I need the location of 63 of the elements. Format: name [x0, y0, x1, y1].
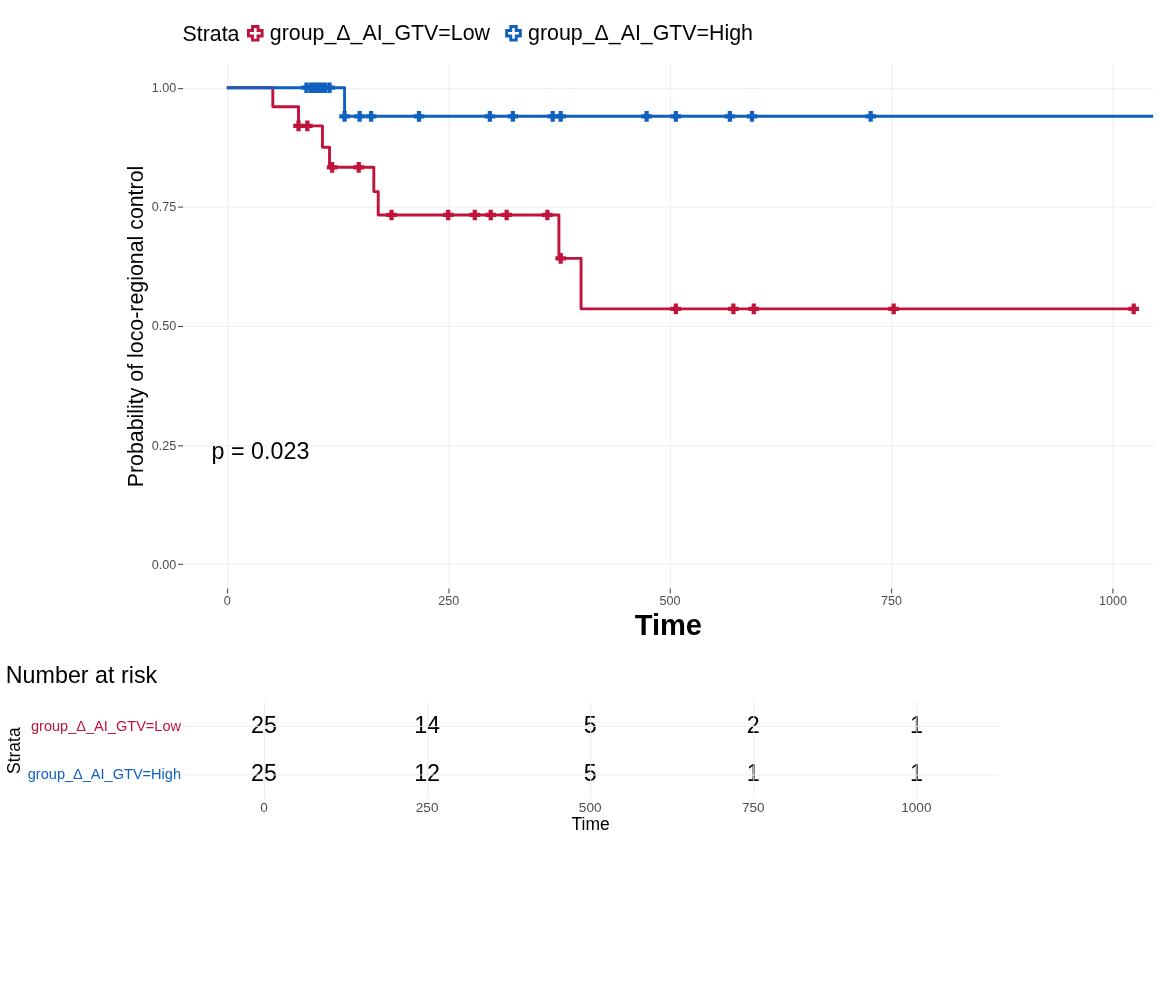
point — [386, 209, 397, 221]
point — [413, 111, 425, 122]
y-tick-label: 0.50 — [151, 319, 177, 334]
legend-label: group_Δ_AI_GTV=Low — [269, 21, 491, 46]
point — [469, 209, 481, 221]
point — [484, 111, 496, 122]
data-label: 25 — [251, 760, 277, 787]
annotation: p = 0.023 — [211, 437, 310, 464]
data-label: 25 — [251, 711, 277, 738]
point — [354, 111, 365, 122]
data-label: 14 — [414, 711, 441, 738]
point — [485, 209, 497, 221]
y-tick-label: group_Δ_AI_GTV=Low — [31, 717, 182, 734]
data-label: 1 — [909, 760, 923, 787]
y-tick-label: 0.75 — [151, 200, 177, 215]
x-tick-label: 500 — [659, 594, 681, 609]
legend-title: Strata — [182, 21, 240, 46]
x-tick-label: 0 — [260, 799, 269, 815]
point — [302, 120, 313, 132]
y-tick-label: group_Δ_AI_GTV=High — [27, 766, 182, 783]
x-tick-label: 500 — [578, 799, 602, 815]
x-axis-title: Time — [634, 609, 703, 642]
point — [641, 111, 652, 122]
data-label: 1 — [909, 711, 923, 738]
point — [542, 209, 553, 221]
chart-title: Number at risk — [5, 662, 158, 689]
point — [746, 111, 758, 122]
point — [888, 303, 900, 315]
point — [865, 111, 876, 122]
x-tick-label: 750 — [741, 799, 766, 815]
data-label: 2 — [746, 711, 760, 738]
point — [442, 209, 454, 221]
x-tick-label: 250 — [438, 594, 460, 609]
point — [670, 111, 682, 122]
data-label: 5 — [583, 760, 597, 787]
x-tick-label: 250 — [415, 799, 439, 815]
y-axis-title: Strata — [3, 727, 24, 774]
point — [555, 253, 566, 264]
y-tick-label: 0.00 — [151, 557, 177, 572]
point — [1128, 303, 1140, 315]
point — [555, 111, 566, 122]
point — [365, 111, 377, 122]
legend-label: group_Δ_AI_GTV=High — [528, 21, 753, 46]
y-tick-label: 1.00 — [151, 81, 177, 96]
data-label: 5 — [583, 711, 597, 738]
data-label: 12 — [414, 760, 441, 787]
y-tick-label: 0.25 — [151, 438, 177, 453]
x-tick-label: 0 — [223, 594, 231, 609]
x-tick-label: 750 — [881, 594, 903, 609]
x-tick-label: 1000 — [901, 799, 932, 815]
point — [728, 303, 739, 315]
point — [353, 162, 365, 173]
point — [293, 120, 304, 132]
point — [501, 209, 512, 221]
x-axis-title: Time — [571, 814, 610, 835]
point — [339, 111, 350, 122]
point — [748, 303, 760, 315]
point — [507, 111, 519, 122]
x-tick-label: 1000 — [1098, 594, 1127, 609]
y-axis-title: Probability of loco-regional control — [123, 165, 148, 488]
data-label: 1 — [746, 760, 760, 787]
point — [724, 111, 736, 122]
point — [326, 162, 338, 173]
